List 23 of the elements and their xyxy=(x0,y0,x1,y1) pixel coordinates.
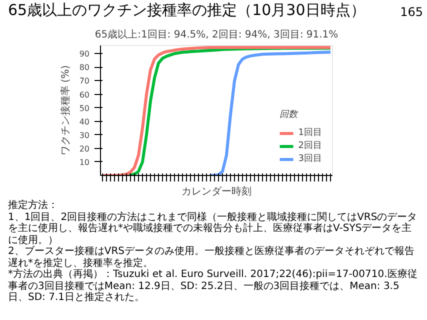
chart-subtitle: 65歳以上:1回目: 94.5%, 2回目: 94%, 3回目: 91.1% xyxy=(94,28,338,40)
legend-label: 1回目 xyxy=(298,127,322,139)
y-tick-label: 50 xyxy=(79,104,90,113)
text: 165 xyxy=(400,4,423,22)
line-series xyxy=(209,50,332,176)
legend-label: 3回目 xyxy=(298,153,322,165)
chart-title: 65歳以上のワクチン接種率の推定（10月30日時点） xyxy=(8,0,366,21)
x-axis-title: カレンダー時刻 xyxy=(182,186,252,198)
y-tick-label: 90 xyxy=(79,50,90,59)
y-tick-label: 20 xyxy=(79,144,90,154)
text: 推定方法： xyxy=(8,200,59,212)
y-tick-label: 60 xyxy=(79,90,90,100)
y-tick-label: 80 xyxy=(79,63,90,72)
y-axis-title: ワクチン接種率 (%) xyxy=(59,65,72,156)
legend-title: 回数 xyxy=(279,108,300,121)
text: *方法の出典（再掲）：Tsuzuki et al. Euro Surveill. 2017;22(46):pii=17-00710.医療従事者の3回目接種ではMean: 12.9日、SD: 25.2日、一般の3回目接種では、Mean: 3.5日、SD: 7.1日と推定された。 xyxy=(8,269,418,304)
y-tick-label: 10 xyxy=(79,158,90,167)
y-tick-label: 70 xyxy=(79,76,90,86)
y-tick-label: 30 xyxy=(79,130,90,140)
y-tick-label: 40 xyxy=(79,117,90,126)
text: 2、ブースター接種はVRSデータのみ使用。一般接種と医療従事者のデータそれぞれで報告遅れ*を推定し、接種率を推定。 xyxy=(8,246,416,268)
legend-label: 2回目 xyxy=(298,140,322,152)
text: 1、1回目、2回目接種の方法はこれまで同様（一般接種と職域接種に関してはVRSのデータを主に使用し、報告遅れ*や職域接種での未報告分も計上、医療従事者はV-SYSデータを主に使用。） xyxy=(8,212,418,246)
